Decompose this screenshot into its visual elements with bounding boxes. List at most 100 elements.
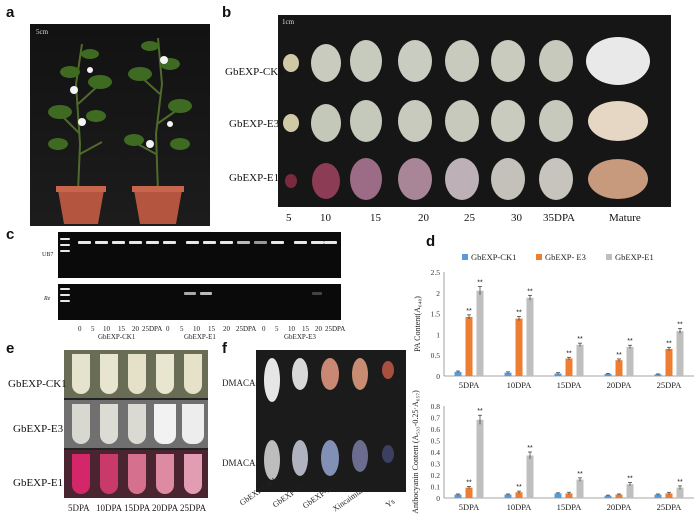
tube (72, 454, 90, 494)
bar (465, 487, 473, 498)
row-ck1 (283, 37, 650, 85)
bar (604, 373, 612, 376)
bar (615, 360, 623, 376)
lane-label: 10 (288, 325, 295, 333)
bar (626, 484, 634, 498)
x-tick-label: 10DPA (507, 380, 533, 390)
bar (576, 479, 584, 498)
dmaca-minus-row (264, 358, 394, 402)
significance-mark: ** (627, 338, 633, 345)
lane-label: 25DPA (236, 325, 257, 333)
gel-bottom (58, 284, 341, 320)
y-tick-label: 1 (436, 330, 440, 339)
lane-label: 25DPA (325, 325, 346, 333)
b-day-5: 5 (286, 212, 292, 224)
tube (156, 354, 174, 394)
significance-mark: ** (616, 352, 622, 359)
lane-label: 5 (180, 325, 184, 333)
bar (504, 494, 512, 498)
b-day-35dpa: 35DPA (543, 212, 575, 224)
tube (100, 354, 118, 394)
tube (156, 454, 174, 494)
bar (604, 495, 612, 498)
lane-label: 0 (262, 325, 266, 333)
x-tick-label: 5DPA (459, 380, 480, 390)
y-tick-label: 0.7 (431, 414, 441, 423)
y-tick-label: 2 (436, 289, 440, 298)
lane-label: 5 (91, 325, 95, 333)
b-row-label-e1: GbEXP-E1 (229, 172, 280, 184)
bar (676, 487, 684, 498)
boll-grid-illustration (283, 37, 650, 200)
tube (128, 454, 146, 494)
lane-label: 0 (166, 325, 170, 333)
tube (100, 404, 118, 444)
b-day-15: 15 (370, 212, 381, 224)
legend-label: GbEXP-CK1 (471, 252, 516, 262)
bar (476, 290, 484, 376)
significance-mark: ** (577, 336, 583, 343)
y-tick-label: 0.1 (431, 483, 441, 492)
tube (100, 454, 118, 494)
tube (154, 404, 176, 444)
b-day-25: 25 (464, 212, 475, 224)
x-tick-label: 15DPA (557, 380, 583, 390)
e-row-label-e3: GbEXP-E3 (13, 423, 64, 435)
y-tick-label: 0 (436, 494, 440, 503)
bar (565, 493, 573, 498)
bar (565, 358, 573, 376)
gel-top (58, 232, 341, 278)
row-e1 (285, 158, 648, 200)
b-day-30: 30 (511, 212, 522, 224)
tube (182, 404, 204, 444)
bar (454, 494, 462, 498)
y-axis-label: PA Content(A₆₄₀) (413, 296, 422, 352)
panel-label-d: d (426, 233, 436, 250)
bar (676, 331, 684, 376)
bar (665, 348, 673, 376)
panel-label-a: a (6, 4, 15, 21)
e-row-label-e1: GbEXP-E1 (13, 477, 64, 489)
bar (665, 493, 673, 498)
y-tick-label: 0.2 (431, 471, 441, 480)
b-row-label-e3: GbEXP-E3 (229, 118, 280, 130)
significance-mark: ** (627, 475, 633, 482)
bar (526, 297, 534, 376)
bar (476, 419, 484, 498)
x-tick-label: 25DPA (657, 380, 683, 390)
bar (526, 455, 534, 498)
e-day-label: 5DPA (68, 503, 90, 513)
lane-group-label: GbEXP-CK1 (98, 333, 136, 341)
legend-swatch (536, 254, 542, 260)
lane-label: 20 (132, 325, 139, 333)
x-tick-label: 25DPA (657, 502, 683, 512)
x-tick-label: 20DPA (607, 380, 633, 390)
bar (654, 494, 662, 498)
e-day-label: 15DPA (124, 503, 151, 513)
lane-label: 20 (223, 325, 230, 333)
bar (554, 493, 562, 498)
bar (465, 316, 473, 376)
significance-mark: ** (666, 340, 672, 347)
bar (515, 492, 523, 498)
fiber-samples-illustration (264, 358, 394, 480)
y-tick-label: 1.5 (431, 310, 441, 319)
gel-gene-bottom: Re (44, 296, 51, 302)
scale-label: 1cm (282, 18, 295, 26)
y-tick-label: 0 (436, 372, 440, 381)
significance-mark: ** (466, 308, 472, 315)
lane-label: 15 (118, 325, 125, 333)
x-tick-label: 5DPA (459, 502, 480, 512)
significance-mark: ** (477, 280, 483, 287)
b-day-20: 20 (418, 212, 429, 224)
e-day-label: 20DPA (152, 503, 179, 513)
lane-label: 0 (78, 325, 82, 333)
y-tick-label: 0.6 (431, 425, 441, 434)
bar (615, 494, 623, 498)
legend-swatch (606, 254, 612, 260)
legend-label: GbEXP-E1 (615, 252, 654, 262)
bar (576, 344, 584, 376)
significance-mark: ** (466, 480, 472, 487)
lane-label: 15 (208, 325, 215, 333)
f-sample-label: Ys (384, 496, 397, 510)
